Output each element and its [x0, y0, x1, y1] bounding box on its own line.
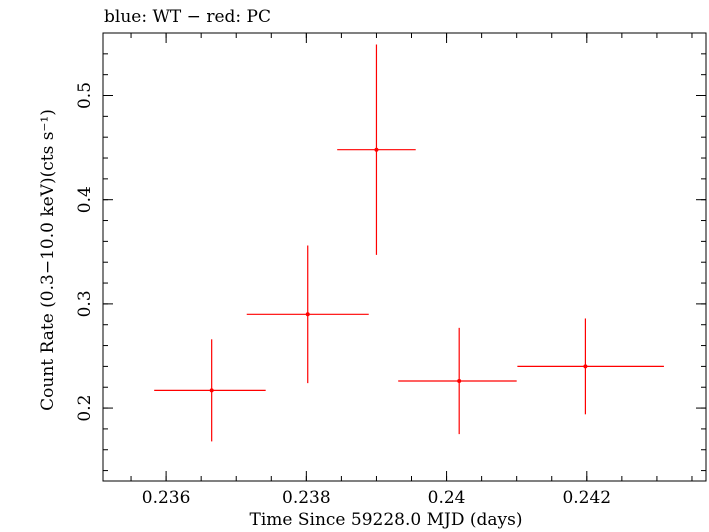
data-point: [398, 327, 517, 435]
data-marker: [209, 388, 214, 393]
major-ticks: [103, 33, 706, 481]
minor-ticks: [103, 32, 706, 481]
data-marker: [305, 312, 310, 317]
x-axis-title: Time Since 59228.0 MJD (days): [250, 510, 523, 530]
x-tick-labels: 0.236 0.238 0.24 0.242: [142, 488, 611, 508]
data-marker: [457, 378, 462, 383]
y-tick-label: 0.5: [75, 82, 95, 109]
x-tick-label: 0.24: [428, 488, 466, 508]
data-point: [517, 318, 664, 415]
x-tick-label: 0.238: [282, 488, 331, 508]
plot-frame: [102, 32, 707, 482]
data-point: [246, 245, 369, 384]
y-tick-labels: 0.2 0.3 0.4 0.5: [75, 82, 95, 422]
y-tick-label: 0.2: [75, 395, 95, 422]
data-marker: [374, 147, 379, 152]
top-label: blue: WT − red: PC: [104, 7, 271, 27]
x-tick-label: 0.236: [142, 488, 191, 508]
y-tick-label: 0.3: [75, 290, 95, 317]
data-marker: [583, 364, 588, 369]
y-axis-title: Count Rate (0.3−10.0 keV)(cts s⁻¹): [38, 109, 58, 411]
data-point: [154, 339, 266, 442]
x-tick-label: 0.242: [562, 488, 611, 508]
data-point: [337, 44, 416, 255]
data-points: [154, 44, 664, 442]
y-tick-label: 0.4: [75, 186, 95, 213]
